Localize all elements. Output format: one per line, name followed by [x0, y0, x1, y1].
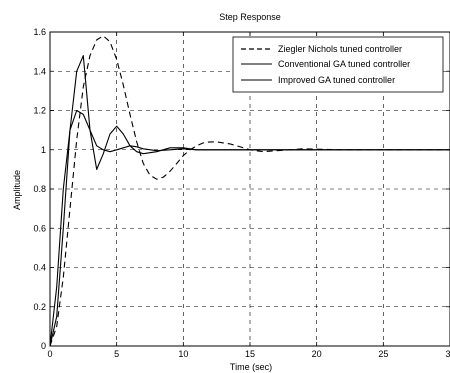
y-tick-label-3: 0.6: [33, 223, 46, 233]
legend-label-improved-ga: Improved GA tuned controller: [278, 75, 395, 85]
y-tick-label-7: 1.4: [33, 66, 46, 76]
chart-title: Step Response: [219, 12, 281, 22]
y-tick-label-8: 1.6: [33, 27, 46, 37]
y-tick-label-4: 0.8: [33, 184, 46, 194]
x-tick-label-4: 20: [312, 349, 322, 359]
plot-area: 0 5 10 15 20 25 300.20.40.60.811.21.41.6: [33, 27, 450, 359]
series-line-ziegler-nichols: [49, 35, 450, 347]
legend: Ziegler Nichols tuned controller Convent…: [232, 36, 444, 93]
y-tick-label-0: 0: [41, 341, 46, 351]
legend-label-conventional-ga: Conventional GA tuned controller: [278, 59, 410, 69]
series-lines: [49, 35, 450, 347]
axis-ticks: [49, 31, 450, 347]
legend-label-ziegler-nichols: Ziegler Nichols tuned controller: [278, 44, 402, 54]
y-tick-label-2: 0.4: [33, 263, 46, 273]
series-line-improved-ga: [49, 109, 450, 347]
x-axis-label: Time (sec): [230, 362, 272, 372]
x-tick-label-6: 3: [445, 349, 450, 359]
y-tick-label-5: 1: [41, 145, 46, 155]
x-tick-label-5: 25: [378, 349, 388, 359]
y-tick-label-1: 0.2: [33, 302, 46, 312]
x-tick-label-1: 5: [114, 349, 119, 359]
x-tick-label-3: 15: [245, 349, 255, 359]
y-tick-label-6: 1.2: [33, 106, 46, 116]
tick-labels: 0 5 10 15 20 25 300.20.40.60.811.21.41.6: [33, 27, 450, 359]
x-tick-label-2: 10: [178, 349, 188, 359]
x-tick-label-0: 0: [47, 349, 52, 359]
y-axis-label: Amplitude: [12, 170, 22, 210]
